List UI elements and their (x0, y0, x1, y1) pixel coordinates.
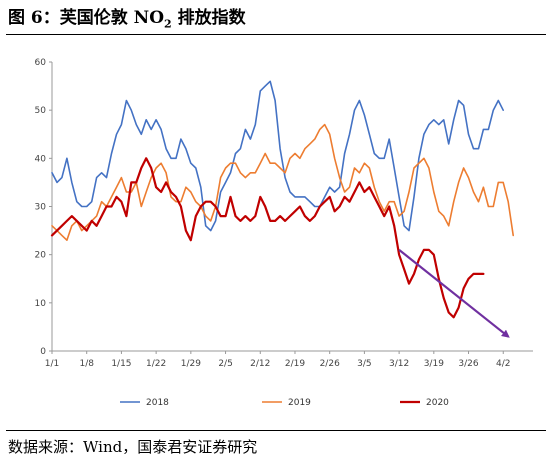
legend-label-2019: 2019 (288, 398, 311, 408)
source-note: 数据来源：Wind，国泰君安证券研究 (8, 438, 258, 456)
legend-label-2018: 2018 (146, 398, 169, 408)
title-subscript: 2 (164, 17, 172, 31)
x-tick-label: 3/19 (424, 359, 444, 369)
x-tick-label: 1/1 (45, 359, 59, 369)
y-tick-label: 60 (35, 58, 47, 68)
x-tick-label: 1/15 (111, 359, 131, 369)
no2-line-chart: 0 10 20 30 40 50 60 1/1 1/8 1/15 1/22 1/29 2/5 2/12 2… (35, 58, 533, 408)
legend: 2018 2019 2020 (120, 398, 449, 408)
y-tick-label: 40 (35, 154, 47, 164)
title-suffix: 排放指数 (171, 8, 246, 28)
x-tick-label: 2/26 (320, 359, 340, 369)
y-axis-ticks: 0 10 20 30 40 50 60 (35, 58, 52, 357)
y-tick-label: 0 (40, 347, 46, 357)
bottom-rule (6, 430, 546, 431)
series-line-2019 (51, 123, 515, 241)
title-prefix: 图 6： (8, 8, 60, 28)
y-tick-label: 30 (35, 203, 47, 213)
y-tick-label: 20 (35, 251, 47, 261)
series-line-2018 (51, 80, 505, 232)
legend-label-2020: 2020 (426, 398, 449, 408)
x-tick-label: 4/2 (496, 359, 510, 369)
trend-arrow (398, 248, 510, 338)
x-tick-label: 3/12 (389, 359, 409, 369)
series-lines (50, 80, 515, 319)
x-tick-label: 2/19 (285, 359, 305, 369)
annotations (398, 248, 510, 338)
x-tick-label: 1/8 (79, 359, 94, 369)
x-tick-label: 3/5 (357, 359, 371, 369)
x-tick-label: 2/5 (218, 359, 232, 369)
x-axis-ticks: 1/1 1/8 1/15 1/22 1/29 2/5 2/12 2/19 2/26 3/5 3/12… (45, 351, 510, 369)
y-tick-label: 50 (35, 106, 47, 116)
title-main: 芙国伦敦 NO (59, 8, 165, 28)
series-line-2020 (50, 157, 485, 319)
x-tick-label: 1/22 (146, 359, 166, 369)
x-tick-label: 3/26 (458, 359, 478, 369)
y-tick-label: 10 (35, 299, 47, 309)
figure-title: 图 6：芙国伦敦 NO2 排放指数 (8, 6, 542, 30)
x-tick-label: 2/12 (250, 359, 270, 369)
x-tick-label: 1/29 (181, 359, 201, 369)
top-rule (6, 34, 546, 35)
